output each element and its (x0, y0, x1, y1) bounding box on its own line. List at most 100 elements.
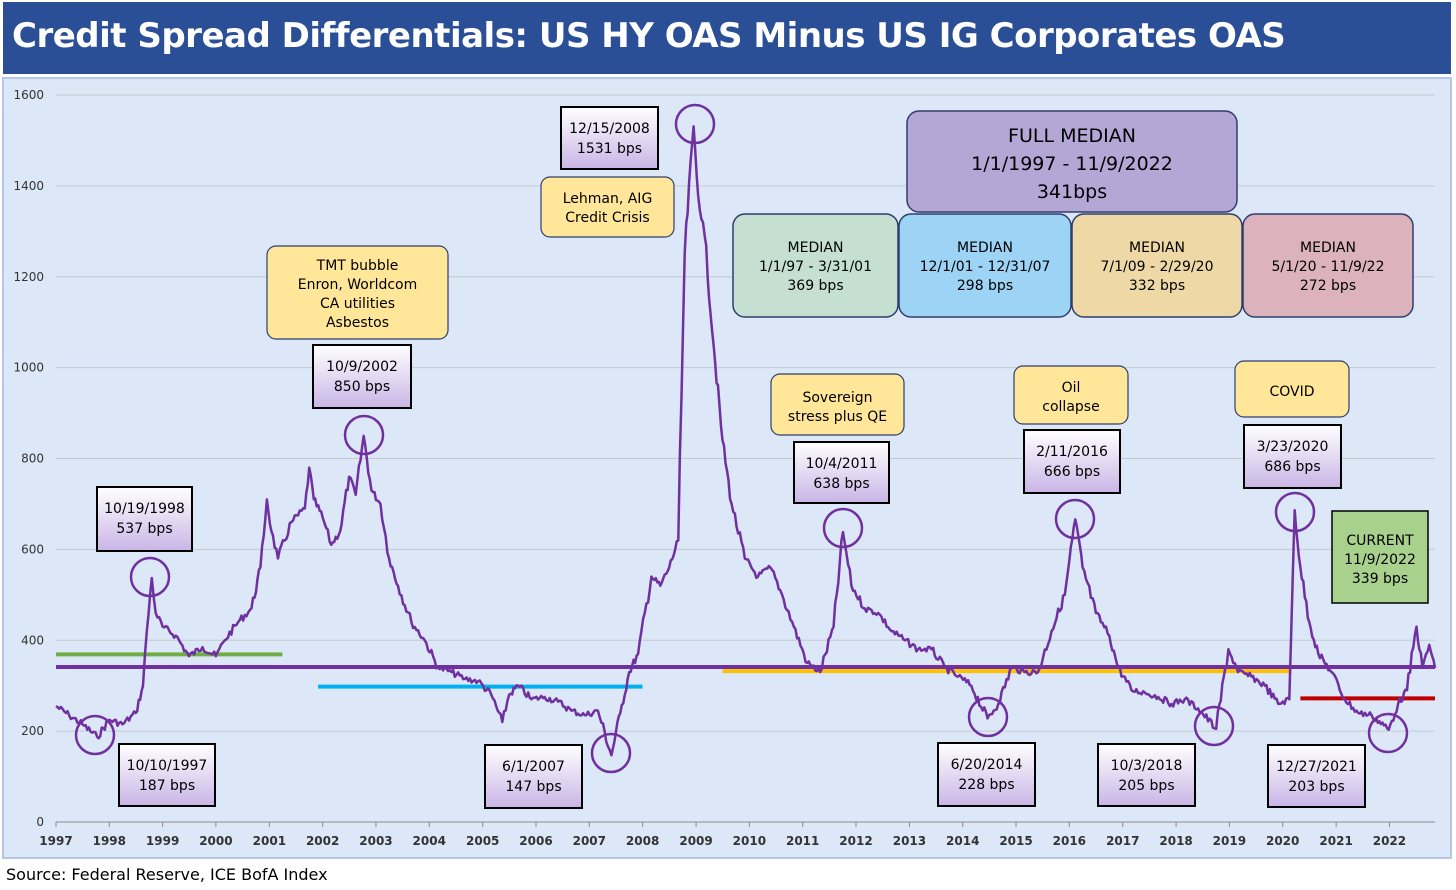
median-box-4: MEDIAN 5/1/20 - 11/9/22 272 bps (1242, 213, 1414, 318)
x-tick-label: 2011 (786, 834, 819, 848)
x-tick-label: 2020 (1266, 834, 1299, 848)
point-label-1: 10/19/1998 537 bps (96, 486, 193, 552)
x-tick-label: 2022 (1373, 834, 1406, 848)
y-tick-label: 1600 (13, 88, 44, 102)
point-label-text: 2/11/2016 (1036, 444, 1108, 460)
point-label-text: 686 bps (1264, 459, 1320, 475)
full-median-text: FULL MEDIAN (1008, 125, 1136, 147)
point-label-10: 12/27/2021 203 bps (1267, 744, 1366, 808)
point-label-text: 537 bps (116, 521, 172, 537)
median-box-4-bg (1242, 213, 1414, 318)
median-box-text: 12/1/01 - 12/31/07 (920, 259, 1051, 275)
median-box-text: MEDIAN (957, 240, 1013, 256)
median-box-3: MEDIAN 7/1/09 - 2/29/20 332 bps (1071, 213, 1243, 318)
x-tick-label: 2012 (839, 834, 872, 848)
peak-circle (822, 507, 864, 549)
peak-circle (1367, 712, 1409, 754)
y-tick-label: 800 (21, 452, 44, 466)
point-label-text: 6/1/2007 (502, 759, 565, 775)
y-tick-label: 600 (21, 542, 44, 556)
point-label-text: 12/15/2008 (569, 121, 650, 137)
current-label-bg (1331, 510, 1429, 604)
point-label-0-bg (118, 743, 216, 807)
point-label-text: 10/19/1998 (104, 501, 185, 517)
x-tick-label: 2013 (893, 834, 926, 848)
point-label-text: 10/9/2002 (326, 359, 398, 375)
point-label-text: 203 bps (1288, 779, 1344, 795)
full-median-text: 1/1/1997 - 11/9/2022 (971, 153, 1173, 175)
event-label-text: COVID (1269, 384, 1314, 400)
event-label-text: collapse (1042, 399, 1099, 415)
median-box-text: 7/1/09 - 2/29/20 (1101, 259, 1214, 275)
event-label-4-bg (1234, 360, 1350, 418)
x-tick-label: 2006 (519, 834, 552, 848)
x-tick-label: 2001 (253, 834, 286, 848)
point-label-text: 205 bps (1118, 778, 1174, 794)
median-box-text: 1/1/97 - 3/31/01 (759, 259, 872, 275)
x-tick-label: 2018 (1159, 834, 1192, 848)
current-label-text: 339 bps (1352, 571, 1408, 587)
x-tick-label: 2021 (1319, 834, 1352, 848)
point-label-2: 10/9/2002 850 bps (312, 344, 412, 409)
event-label-text: stress plus QE (788, 409, 887, 425)
x-tick-label: 2000 (199, 834, 232, 848)
event-label-text: Credit Crisis (565, 210, 649, 226)
point-label-text: 10/3/2018 (1111, 758, 1183, 774)
x-tick-label: 2015 (999, 834, 1032, 848)
y-tick-label: 200 (21, 724, 44, 738)
median-box-2: MEDIAN 12/1/01 - 12/31/07 298 bps (898, 213, 1072, 318)
x-tick-label: 2007 (573, 834, 606, 848)
event-label-text: CA utilities (320, 296, 395, 312)
point-label-7: 2/11/2016 666 bps (1023, 429, 1121, 494)
x-tick-label: 1997 (39, 834, 72, 848)
event-label-text: Oil (1062, 380, 1081, 396)
peak-circle (129, 556, 171, 598)
event-label-text: Asbestos (326, 315, 389, 331)
event-label-0: TMT bubble Enron, Worldcom CA utilities Asb… (266, 245, 449, 340)
peak-circle (1054, 498, 1096, 540)
point-label-6: 6/20/2014 228 bps (937, 742, 1036, 807)
point-label-text: 12/27/2021 (1276, 759, 1357, 775)
point-label-4: 12/15/2008 1531 bps (560, 106, 659, 170)
point-label-text: 6/20/2014 (951, 757, 1023, 773)
point-label-3: 6/1/2007 147 bps (484, 744, 583, 809)
y-tick-label: 400 (21, 633, 44, 647)
title-bar: Credit Spread Differentials: US HY OAS M… (3, 2, 1451, 74)
event-label-4: COVID (1234, 360, 1350, 418)
event-label-2-bg (770, 373, 905, 436)
chart-title: Credit Spread Differentials: US HY OAS M… (12, 16, 1286, 56)
x-tick-label: 2016 (1053, 834, 1086, 848)
median-box-text: 332 bps (1129, 278, 1185, 294)
median-box-1: MEDIAN 1/1/97 - 3/31/01 369 bps (732, 213, 899, 318)
point-label-6-bg (937, 742, 1036, 807)
hy-ig-spread-line (55, 125, 1437, 757)
point-label-3-bg (484, 744, 583, 809)
event-label-3: Oil collapse (1013, 365, 1129, 425)
point-label-text: 10/4/2011 (806, 456, 878, 472)
current-label-text: 11/9/2022 (1344, 552, 1416, 568)
x-tick-label: 1998 (93, 834, 126, 848)
median-box-2-bg (898, 213, 1072, 318)
full-median-text: 341bps (1037, 181, 1107, 203)
point-label-text: 666 bps (1044, 464, 1100, 480)
median-box-1-bg (732, 213, 899, 318)
peak-circle (967, 696, 1009, 738)
point-label-text: 187 bps (139, 778, 195, 794)
point-label-5-bg (793, 441, 890, 504)
point-label-1-bg (96, 486, 193, 552)
point-label-8-bg (1097, 743, 1196, 807)
median-box-text: 272 bps (1300, 278, 1356, 294)
median-box-text: MEDIAN (1300, 240, 1356, 256)
x-tick-label: 2014 (946, 834, 979, 848)
point-label-text: 638 bps (813, 476, 869, 492)
peak-circle (343, 414, 385, 456)
point-label-text: 10/10/1997 (127, 758, 208, 774)
event-label-1: Lehman, AIG Credit Crisis (540, 176, 675, 238)
median-box-text: 298 bps (957, 278, 1013, 294)
x-tick-label: 2005 (466, 834, 499, 848)
event-label-2: Sovereign stress plus QE (770, 373, 905, 436)
y-tick-label: 0 (36, 815, 44, 829)
x-tick-label: 2002 (306, 834, 339, 848)
point-label-5: 10/4/2011 638 bps (793, 441, 890, 504)
peak-circle (674, 103, 716, 145)
